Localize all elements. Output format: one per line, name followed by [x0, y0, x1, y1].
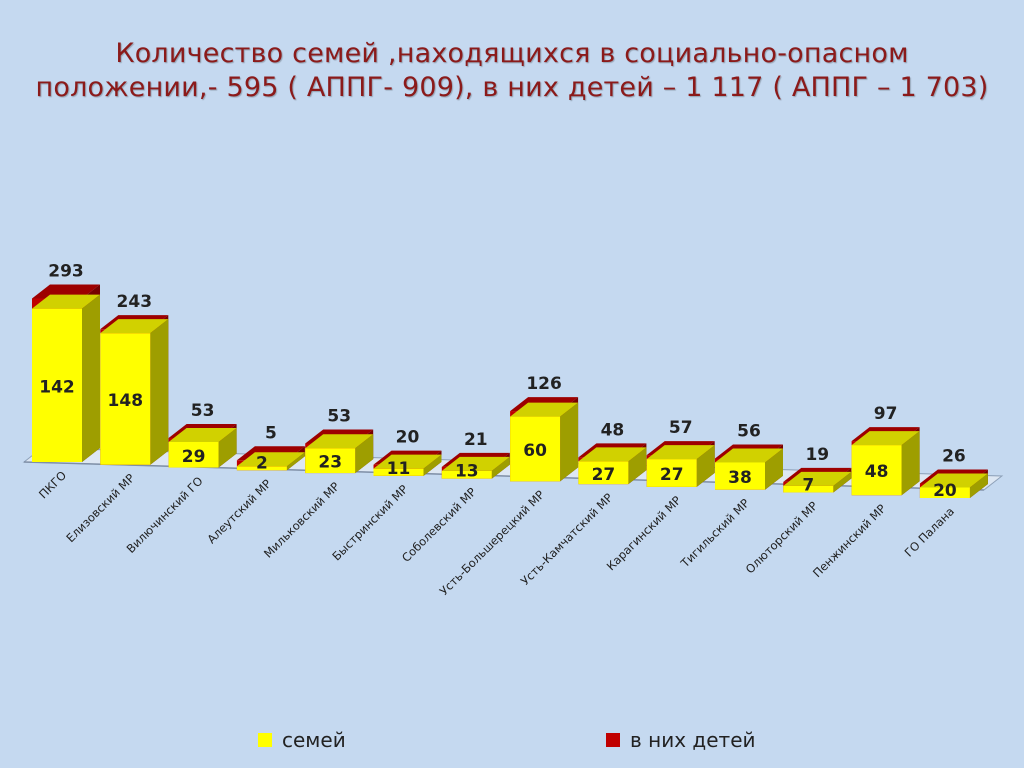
category-label-10: Тигильский МР: [677, 496, 752, 571]
bar-families-5-front: [373, 468, 424, 476]
bar-families-1-side: [150, 319, 169, 465]
data-label-children-10: 56: [737, 421, 761, 441]
bar-families-7-top: [510, 402, 579, 417]
bar-families-2-side: [218, 427, 237, 468]
data-label-families-0: 142: [39, 377, 75, 397]
category-label-11: Олюторский МР: [743, 499, 821, 577]
bar-families-9-side: [696, 445, 715, 487]
bar-families-11-top: [783, 471, 852, 486]
data-label-families-9: 27: [660, 465, 684, 485]
legend-item-families: семей: [258, 728, 346, 752]
data-label-children-11: 19: [805, 445, 829, 465]
legend-swatch-children: [606, 733, 620, 747]
bar-families-4-side: [355, 434, 374, 474]
data-label-children-6: 21: [464, 430, 488, 450]
bar-families-8-front: [578, 461, 629, 485]
data-label-families-2: 29: [182, 447, 206, 467]
chart-title-line-2: положении,- 595 ( АППГ- 909), в них дете…: [35, 72, 989, 103]
data-label-families-4: 23: [318, 453, 342, 473]
category-label-6: Соболевский МР: [399, 485, 479, 565]
bar-families-9-top: [646, 445, 715, 460]
bar-families-0-side: [82, 294, 100, 462]
bar-families-11-front: [783, 485, 834, 493]
bar-families-10-front: [715, 462, 765, 490]
bar-families-5-top: [373, 454, 442, 469]
data-label-children-4: 53: [327, 407, 351, 427]
data-label-children-8: 48: [601, 420, 625, 440]
bar-families-3-front: [236, 466, 287, 471]
data-label-children-1: 243: [117, 292, 153, 312]
data-label-families-3: 2: [256, 453, 268, 473]
bar-families-4-top: [305, 434, 374, 449]
bar-families-2-top: [168, 427, 237, 442]
legend-label-families: семей: [282, 728, 346, 752]
bar-families-10-top: [715, 448, 783, 463]
data-label-families-1: 148: [108, 391, 144, 411]
legend-label-children: в них детей: [630, 728, 756, 752]
data-label-families-11: 7: [802, 475, 814, 495]
data-label-children-3: 5: [265, 423, 277, 443]
bar-families-8-side: [628, 447, 647, 485]
bar-families-10-side: [765, 448, 783, 490]
bar-families-12-top: [851, 431, 920, 446]
bar-families-12-front: [851, 445, 902, 496]
bar-families-2-front: [168, 441, 219, 468]
data-label-children-13: 26: [942, 446, 966, 466]
bar-families-13-front: [919, 487, 970, 498]
data-label-children-12: 97: [874, 404, 898, 424]
bar-families-11-side: [833, 471, 852, 493]
bar-families-3-top: [236, 452, 305, 467]
category-label-5: Быстринский МР: [329, 482, 410, 563]
data-label-families-13: 20: [933, 481, 957, 501]
category-label-3: Алеутский МР: [204, 476, 274, 546]
legend-item-children: в них детей: [606, 728, 756, 752]
bar-families-6-top: [441, 456, 510, 471]
bar-families-0-front: [32, 308, 82, 462]
data-label-families-10: 38: [728, 468, 752, 488]
bar-families-6-side: [491, 456, 510, 479]
category-label-13: ГО Палана: [902, 504, 957, 559]
category-label-9: Карагинский МР: [604, 493, 684, 573]
data-label-families-8: 27: [592, 465, 616, 485]
data-label-children-2: 53: [191, 401, 215, 421]
bar-families-1-front: [100, 333, 151, 465]
bar-families-7-side: [560, 402, 579, 482]
bar-families-13-side: [969, 473, 988, 498]
category-label-12: Пенжинский МР: [810, 501, 889, 580]
data-label-children-7: 126: [526, 374, 562, 394]
bar-families-6-front: [441, 470, 492, 479]
bar-families-13-top: [919, 473, 988, 488]
category-label-1: Елизовский МР: [63, 471, 137, 545]
data-label-families-6: 13: [455, 462, 479, 482]
category-label-2: Вилючинский ГО: [124, 474, 206, 556]
data-label-children-5: 20: [396, 428, 420, 448]
legend-swatch-families: [258, 733, 272, 747]
bar-families-3-side: [286, 452, 305, 471]
bar-families-12-side: [901, 431, 920, 496]
bar-families-4-front: [305, 448, 356, 474]
category-label-4: Мильковский МР: [261, 479, 342, 560]
data-label-families-5: 11: [387, 459, 411, 479]
category-label-0: ПКГО: [36, 468, 69, 501]
bar-families-8-top: [578, 447, 647, 462]
bar-families-0-top: [32, 294, 100, 309]
data-label-children-0: 293: [48, 262, 84, 282]
bar-families-1-top: [100, 319, 169, 334]
data-label-families-12: 48: [865, 462, 889, 482]
bar-families-9-front: [646, 459, 697, 487]
data-label-families-7: 60: [523, 441, 547, 461]
bar-families-7-front: [510, 416, 561, 482]
data-label-children-9: 57: [669, 418, 693, 438]
bar-families-5-side: [423, 454, 442, 476]
chart-title-line-1: Количество семей ,находящихся в социальн…: [115, 38, 909, 69]
